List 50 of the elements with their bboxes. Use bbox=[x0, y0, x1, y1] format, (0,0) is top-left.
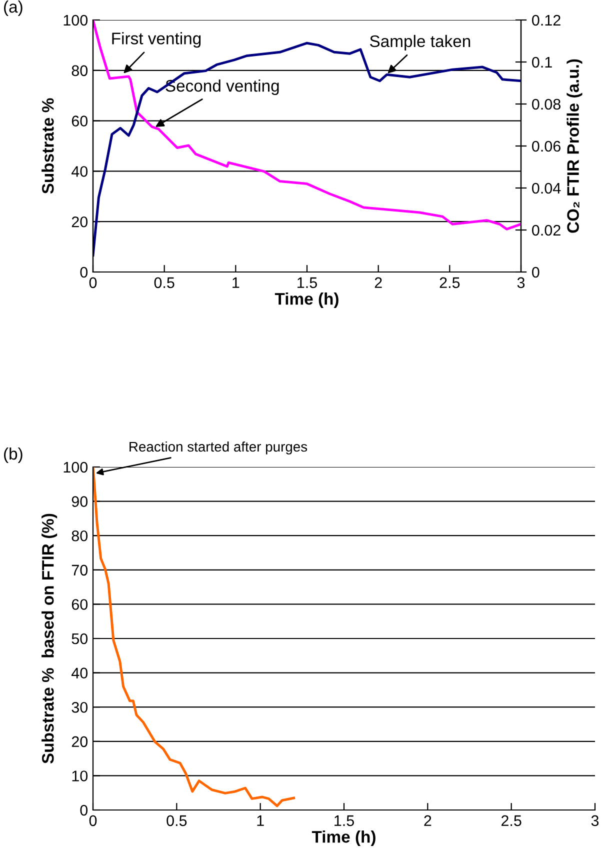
y-tick-label: 0 bbox=[80, 266, 88, 278]
annotation: Second venting bbox=[166, 79, 279, 96]
annotation: First venting bbox=[112, 32, 201, 48]
y2-tick-label: 0 bbox=[532, 266, 540, 278]
x-tick-label: 2.5 bbox=[501, 815, 522, 826]
x-tick-label: 0.5 bbox=[166, 815, 187, 826]
y-tick-label: 10 bbox=[72, 770, 88, 782]
x-axis-title: Time (h) bbox=[312, 830, 376, 846]
text: (b) bbox=[4, 447, 22, 463]
y-tick-label: 50 bbox=[72, 633, 88, 644]
y-tick-label: 100 bbox=[64, 14, 88, 26]
y2-tick-label: 0.1 bbox=[532, 56, 552, 68]
x-tick-label: 1.5 bbox=[334, 815, 354, 826]
y2-tick-label: 0.06 bbox=[532, 140, 560, 152]
y-tick-label: 90 bbox=[72, 496, 88, 507]
y-tick-label: 30 bbox=[72, 702, 88, 713]
y-tick-label: 20 bbox=[72, 736, 88, 748]
y-tick-label: 20 bbox=[72, 216, 88, 228]
x-tick-label: 1 bbox=[257, 815, 264, 826]
y-tick-label: 80 bbox=[72, 65, 88, 76]
y2-tick-label: 0.02 bbox=[532, 224, 560, 236]
x-axis-title: Time (h) bbox=[274, 292, 338, 308]
y-tick-label: 0 bbox=[80, 804, 88, 816]
x-tick-label: 1 bbox=[232, 277, 240, 288]
y-axis-title: Substrate % bbox=[42, 98, 54, 194]
y2-tick-label: 0.12 bbox=[532, 14, 560, 26]
x-tick-label: 0.5 bbox=[154, 277, 174, 288]
x-tick-label: 3 bbox=[517, 277, 525, 288]
y2-axis-title: CO₂ FTIR Profile (a.u.) bbox=[566, 59, 582, 233]
x-tick-label: 3 bbox=[591, 815, 599, 826]
y-tick-label: 40 bbox=[72, 668, 88, 678]
y-tick-label: 60 bbox=[72, 599, 88, 610]
y-tick-label: 70 bbox=[72, 564, 88, 576]
line-series bbox=[93, 467, 296, 808]
y-tick-label: 60 bbox=[72, 116, 88, 126]
annotation: Sample taken bbox=[370, 34, 470, 50]
y2-tick-label: 0.08 bbox=[532, 98, 560, 110]
y-axis-title: Substrate % based on FTIR (%) bbox=[42, 514, 58, 764]
y2-tick-label: 0.04 bbox=[532, 182, 561, 194]
y-tick-label: 100 bbox=[64, 462, 88, 473]
text: (a) bbox=[4, 0, 22, 16]
y-tick-label: 40 bbox=[72, 166, 88, 177]
x-tick-label: 0 bbox=[89, 277, 97, 288]
x-tick-label: 1.5 bbox=[298, 277, 317, 288]
x-tick-label: 2 bbox=[374, 277, 382, 288]
x-tick-label: 0 bbox=[89, 815, 97, 826]
x-tick-label: 2.5 bbox=[440, 277, 460, 288]
annotation: Reaction started after purges bbox=[130, 441, 308, 454]
x-tick-label: 2 bbox=[424, 815, 432, 826]
y-tick-label: 80 bbox=[72, 530, 88, 542]
